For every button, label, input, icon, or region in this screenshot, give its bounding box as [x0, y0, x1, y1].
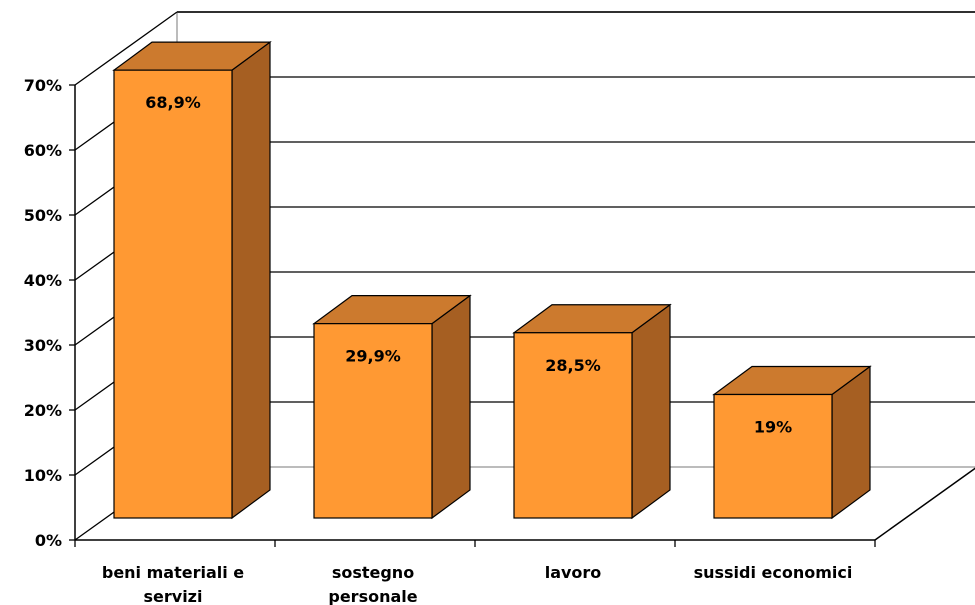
bar-front-face — [513, 332, 633, 519]
bar: 68,9% — [112, 40, 272, 520]
bar-side-face — [431, 294, 471, 520]
bar: 29,9% — [312, 294, 472, 520]
y-axis-ticks: 0% 10% 20% 30% 40% 50% 60% 70% — [24, 76, 876, 550]
category-label: beni materiali e servizi — [102, 563, 244, 605]
y-tick-label: 70% — [24, 76, 62, 95]
bar: 28,5% — [512, 303, 672, 520]
y-tick-label: 10% — [24, 466, 62, 485]
y-tick-label: 0% — [35, 531, 62, 550]
category-label: sostegno personale — [328, 563, 417, 605]
data-label: 29,9% — [345, 347, 401, 366]
floor-right-edge — [874, 467, 975, 541]
category-label: lavoro — [545, 563, 602, 582]
data-label: 28,5% — [545, 356, 601, 375]
y-tick-label: 60% — [24, 141, 62, 160]
bar-front-face — [313, 323, 433, 519]
y-tick-label: 40% — [24, 271, 62, 290]
bar-front-face — [713, 393, 833, 519]
y-tick-label: 30% — [24, 336, 62, 355]
y-tick-label: 20% — [24, 401, 62, 420]
data-label: 68,9% — [145, 93, 201, 112]
y-tick-label: 50% — [24, 206, 62, 225]
bar-front-face — [113, 69, 233, 519]
x-axis-categories: beni materiali e servizi sostegno personale… — [102, 563, 853, 605]
category-label: sussidi economici — [694, 563, 853, 582]
bar-side-face — [231, 40, 271, 520]
data-label: 19% — [754, 418, 792, 437]
bar: 19% — [712, 365, 872, 520]
bars: 68,9% 29,9% 28,5% 19% — [112, 40, 872, 520]
side-gridline — [74, 11, 178, 86]
bar-side-face — [631, 303, 671, 520]
